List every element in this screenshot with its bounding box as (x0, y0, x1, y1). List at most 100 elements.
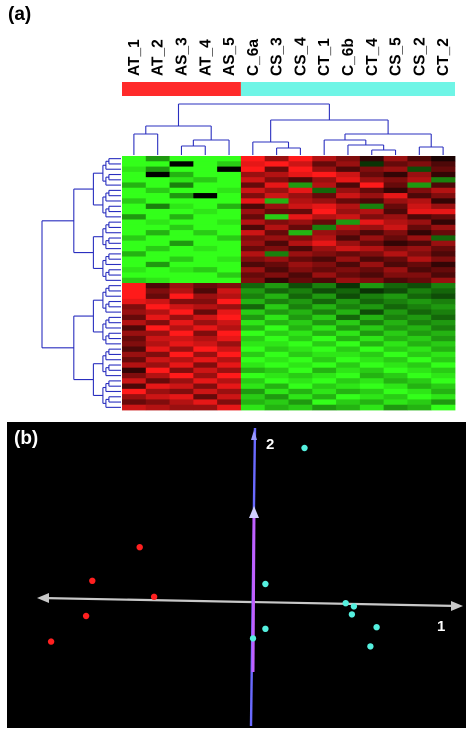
heatmap-cell (312, 404, 337, 411)
heatmap-cell (240, 330, 266, 337)
heatmap-cell (336, 383, 361, 390)
heatmap-cell (217, 351, 242, 358)
heatmap-cell (383, 341, 408, 347)
heatmap-cell (217, 261, 242, 268)
heatmap-cell (264, 214, 289, 220)
heatmap-cell (217, 272, 242, 279)
heatmap-cell (217, 394, 242, 400)
heatmap-cell (217, 335, 242, 342)
heatmap-cell (312, 182, 337, 189)
heatmap-cell (240, 177, 266, 183)
heatmap-cell (264, 245, 289, 252)
heatmap-cell (288, 156, 313, 162)
heatmap-cell (145, 166, 170, 173)
scatter-point (136, 544, 143, 551)
heatmap-cell (193, 404, 218, 411)
heatmap-cell (407, 362, 432, 369)
heatmap-cell (288, 171, 313, 178)
heatmap-cell (169, 235, 194, 242)
heatmap-cell (145, 261, 170, 268)
heatmap-cell (217, 383, 242, 390)
heatmap-cell (122, 388, 147, 395)
heatmap-cell (407, 251, 432, 257)
heatmap-cell (169, 394, 194, 400)
heatmap-cell (193, 161, 218, 167)
heatmap-cell (288, 335, 313, 342)
heatmap-cell (240, 404, 266, 411)
heatmap-cell (193, 245, 218, 252)
heatmap-cell (145, 171, 170, 178)
heatmap-cell (217, 198, 242, 205)
heatmap-cell (145, 251, 170, 257)
heatmap-cell (264, 187, 289, 194)
heatmap-cell (383, 235, 408, 242)
heatmap-cell (431, 235, 456, 242)
heatmap-cell (288, 245, 313, 252)
heatmap-cell (240, 335, 266, 342)
heatmap-cell (407, 256, 432, 263)
heatmap-cell (145, 187, 170, 194)
heatmap-cell (288, 166, 313, 173)
heatmap-cell (336, 298, 361, 305)
heatmap-cell (240, 283, 266, 289)
heatmap-cell (264, 267, 289, 273)
heatmap-cell (288, 177, 313, 183)
heatmap-cell (169, 272, 194, 279)
heatmap-cell (288, 288, 313, 294)
heatmap-cell (383, 230, 408, 236)
heatmap-cell (431, 156, 456, 162)
heatmap-cell (312, 298, 337, 305)
heatmap-cell (122, 171, 147, 178)
heatmap-cell (431, 399, 456, 406)
heatmap-cell (193, 298, 218, 305)
heatmap-cell (312, 288, 337, 294)
heatmap-cell (193, 314, 218, 321)
heatmap-cell (359, 288, 385, 294)
heatmap-cell (312, 240, 337, 247)
heatmap-cell (264, 383, 289, 390)
heatmap-cell (312, 314, 337, 321)
scatter-point (373, 624, 380, 631)
heatmap-cell (169, 224, 194, 231)
heatmap-cell (264, 357, 289, 363)
heatmap-cell (288, 298, 313, 305)
heatmap-cell (169, 203, 194, 210)
heatmap-cell (264, 251, 289, 257)
heatmap-cell (359, 298, 385, 305)
heatmap-cell (383, 388, 408, 395)
heatmap-cell (312, 214, 337, 220)
heatmap-cell (288, 351, 313, 358)
heatmap-cell (336, 187, 361, 194)
axis-2-label: 2 (266, 436, 274, 453)
heatmap-cell (264, 256, 289, 263)
heatmap-cell (336, 171, 361, 178)
heatmap-cell (288, 404, 313, 411)
heatmap-cell (288, 256, 313, 263)
heatmap-cell (288, 394, 313, 400)
heatmap-cell (312, 198, 337, 205)
heatmap-cell (193, 362, 218, 369)
heatmap-cell (264, 320, 289, 326)
heatmap-cell (145, 277, 170, 284)
heatmap-cell (312, 219, 337, 226)
heatmap-cell (122, 298, 147, 305)
heatmap-cell (383, 161, 408, 167)
heatmap-cell (431, 325, 456, 332)
heatmap-cell (193, 388, 218, 395)
heatmap-cell (217, 325, 242, 332)
heatmap-cell (217, 283, 242, 289)
heatmap-cell (431, 388, 456, 395)
heatmap-cell (288, 240, 313, 247)
heatmap-cell (407, 346, 432, 353)
heatmap-cell (122, 198, 147, 205)
heatmap-cell (359, 383, 385, 390)
heatmap-cell (145, 182, 170, 189)
heatmap-cell (359, 293, 385, 300)
heatmap-cell (193, 156, 218, 162)
heatmap-cell (407, 224, 432, 231)
heatmap-cell (431, 367, 456, 374)
heatmap-cell (169, 208, 194, 215)
heatmap-cell (407, 187, 432, 194)
heatmap-cell (122, 325, 147, 332)
heatmap-cell (407, 309, 432, 316)
